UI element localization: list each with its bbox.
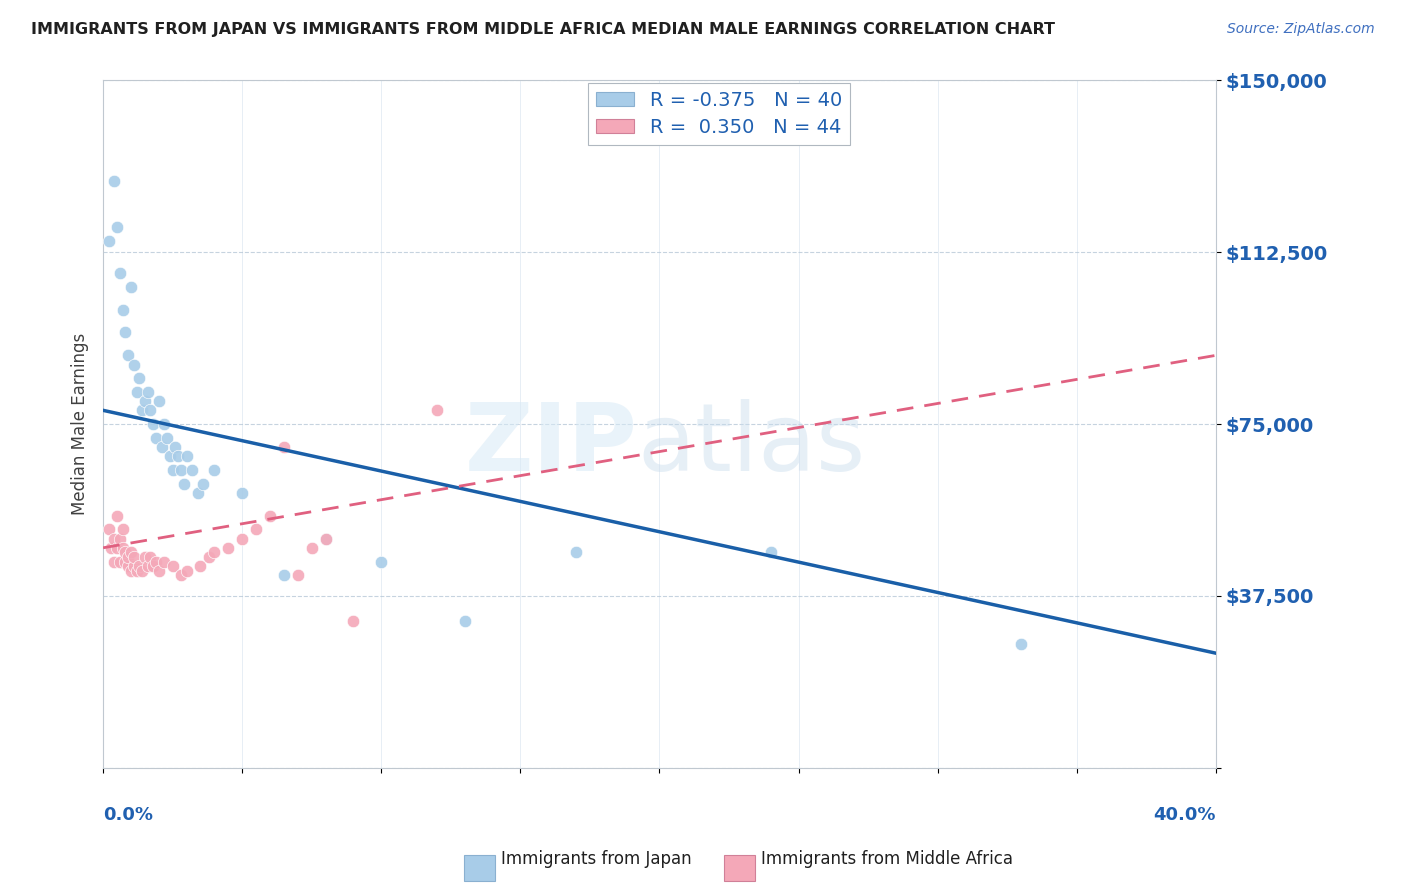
Text: Immigrants from Japan: Immigrants from Japan [501,850,692,868]
Point [139,403,162,417]
Point [202,545,225,559]
Point [187,485,209,500]
Point [231,532,253,546]
Point [120,564,142,578]
Point [139,549,162,564]
Point [148,394,170,409]
Point [117,549,139,564]
Point [122,559,145,574]
Legend: R = -0.375   N = 40, R =  0.350   N = 44: R = -0.375 N = 40, R = 0.350 N = 44 [588,83,851,145]
Point [156,431,179,445]
Point [111,302,134,317]
Point [131,564,153,578]
Point [117,559,139,574]
Point [122,358,145,372]
Point [105,508,128,523]
Point [148,564,170,578]
Point [108,532,131,546]
Point [142,559,165,574]
Point [114,326,136,340]
Point [301,541,323,555]
Text: ZIP: ZIP [464,399,637,491]
Point [176,564,198,578]
Point [259,508,281,523]
Point [105,220,128,235]
Point [103,532,125,546]
Point [176,449,198,463]
Point [190,559,212,574]
Point [128,559,150,574]
Point [108,555,131,569]
Point [103,174,125,188]
Point [202,463,225,477]
Point [153,417,176,431]
Point [273,568,295,582]
Point [111,523,134,537]
Point [565,545,588,559]
Point [170,463,193,477]
Point [136,559,159,574]
Point [181,463,204,477]
Point [170,568,193,582]
Point [167,449,190,463]
Y-axis label: Median Male Earnings: Median Male Earnings [72,333,89,516]
Point [198,549,221,564]
Text: 40.0%: 40.0% [1153,805,1216,823]
Point [108,266,131,280]
Point [122,549,145,564]
Point [145,555,167,569]
Point [162,463,184,477]
Point [173,476,195,491]
Point [142,417,165,431]
Text: atlas: atlas [637,399,866,491]
Point [426,403,449,417]
Point [162,559,184,574]
Point [153,555,176,569]
Point [117,348,139,362]
Point [120,279,142,293]
Point [165,440,187,454]
Point [217,541,239,555]
Text: IMMIGRANTS FROM JAPAN VS IMMIGRANTS FROM MIDDLE AFRICA MEDIAN MALE EARNINGS CORR: IMMIGRANTS FROM JAPAN VS IMMIGRANTS FROM… [31,22,1054,37]
Point [100,541,122,555]
Point [273,440,295,454]
Point [370,555,392,569]
Point [97,523,120,537]
Point [114,545,136,559]
Point [125,384,148,399]
Point [287,568,309,582]
Point [136,384,159,399]
Point [145,431,167,445]
Point [159,449,181,463]
Point [114,555,136,569]
Point [120,545,142,559]
Point [128,371,150,385]
Text: Immigrants from Middle Africa: Immigrants from Middle Africa [761,850,1012,868]
Point [759,545,782,559]
Point [125,564,148,578]
Point [103,555,125,569]
Point [134,394,156,409]
Point [245,523,267,537]
Text: Source: ZipAtlas.com: Source: ZipAtlas.com [1227,22,1375,37]
Point [134,549,156,564]
Point [150,440,173,454]
Text: 0.0%: 0.0% [103,805,153,823]
Point [105,541,128,555]
Point [193,476,215,491]
Point [315,532,337,546]
Point [97,234,120,248]
Point [454,614,477,628]
Point [315,532,337,546]
Point [131,403,153,417]
Point [231,485,253,500]
Point [1010,637,1032,651]
Point [342,614,364,628]
Point [111,541,134,555]
